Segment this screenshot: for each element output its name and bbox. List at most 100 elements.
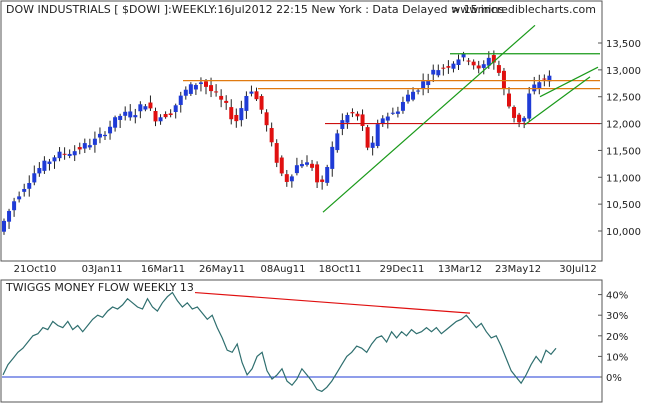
candle-body [269,128,274,143]
candle-body [512,106,517,118]
candle-body [123,111,128,116]
x-tick-label: 18Oct11 [319,264,362,275]
candle-body [421,81,426,89]
candle-body [335,133,340,151]
candle-body [522,117,527,122]
y-tick-label: 13,000 [606,66,641,77]
candle-body [178,95,183,105]
candle-body [325,166,330,183]
candle-body [360,114,365,126]
candle-body [62,153,67,155]
y-tick-label: 20% [606,332,628,343]
candle-body [12,201,17,211]
candle-body [345,114,350,123]
candle-body [527,93,532,119]
candle-body [27,183,32,189]
candle-body [108,126,113,134]
channel-trendline-upper [539,66,599,98]
candle-body [67,153,72,156]
y-tick-label: 40% [606,291,628,302]
channel-trendline-lower [524,76,591,126]
candle-body [224,100,229,103]
candle-body [426,80,431,86]
candle-body [315,164,320,183]
candle-body [350,112,355,114]
candle-body [370,142,375,148]
candle-body [294,165,299,174]
x-tick-label: 16Mar11 [141,264,185,275]
candle-body [456,59,461,65]
candle-body [204,81,208,87]
candle-body [17,196,22,200]
candle-body [496,65,501,73]
candle-body [188,84,193,94]
divergence-line [194,291,471,314]
candle-body [532,84,537,92]
candle-body [400,101,405,111]
candle-body [2,220,6,232]
indicator-panel [0,279,603,403]
candle-body [214,91,219,93]
candle-body [209,85,214,92]
x-tick-label: 26May11 [199,264,245,275]
candle-body [476,65,481,69]
candle-body [103,134,107,137]
candle-body [92,138,97,145]
candle-body [390,112,395,114]
candle-body [406,94,410,102]
candle-body [72,151,77,156]
x-tick-label: 23May12 [495,264,541,275]
candle-body [198,82,203,84]
indicator-axis: 0% 10% 20% 30% 40% [598,291,628,384]
y-tick-label: 12,000 [606,120,641,131]
candle-body [320,179,325,182]
money-flow-line [2,291,557,393]
candle-body [299,164,304,167]
candle-body [128,111,133,118]
candle-body [542,78,547,80]
candle-body [471,61,476,66]
candle-body [547,75,552,82]
candle-body [113,117,118,128]
candle-body [168,113,173,116]
y-tick-label: 30% [606,311,628,322]
candle-body [537,82,542,89]
candle-body [7,210,12,222]
candle-body [57,151,62,159]
candle-body [244,95,249,111]
candle-body [153,110,158,122]
candle-body [219,95,224,100]
chart-title: DOW INDUSTRIALS [ $DOWI ]:WEEKLY:16Jul20… [6,3,504,16]
y-tick-label: 11,500 [606,146,641,157]
candle-body [441,67,446,69]
candle-body [411,91,416,100]
candle-body [163,114,168,118]
x-tick-label: 30Jul12 [559,264,597,275]
candle-body [193,85,198,90]
y-tick-label: 10,500 [606,200,641,211]
candle-body [148,102,153,109]
candle-body [481,64,486,68]
candle-body [330,146,335,169]
x-tick-label: 13Mar12 [438,264,482,275]
x-tick-label: 03Jan11 [82,264,123,275]
candle-body [32,173,37,183]
price-axis: 10,000 10,500 11,000 11,500 12,000 12,500 13,0… [598,39,641,238]
candle-body [87,145,92,148]
candlesticks [2,50,552,235]
x-axis-labels: 21Oct10 03Jan11 16Mar11 26May11 08Aug11 18Oct… [14,264,597,275]
candle-body [305,162,309,165]
candle-body [501,70,506,89]
candle-body [431,69,436,75]
y-tick-label: 11,000 [606,173,641,184]
candle-body [82,143,87,149]
candle-body [375,124,380,147]
candle-body [97,133,102,138]
candle-body [466,60,471,62]
candle-body [461,54,466,58]
candle-body [284,174,289,182]
candle-body [486,57,491,66]
watermark: www.incrediblecharts.com [451,3,596,16]
